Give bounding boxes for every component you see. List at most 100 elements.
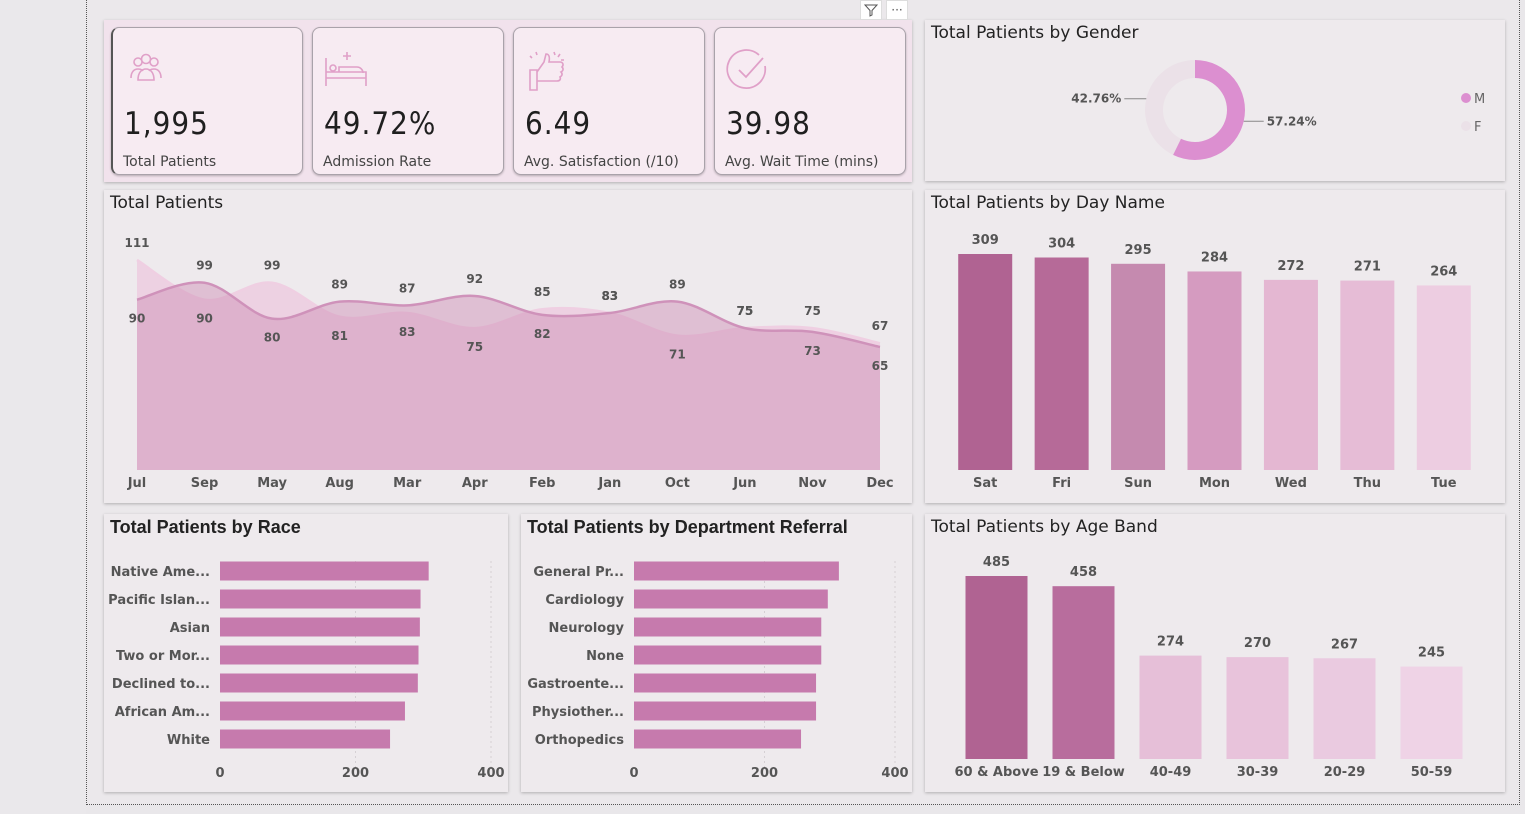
x-tick-label: Dec [866, 476, 893, 491]
bar [965, 576, 1028, 759]
bar [1111, 263, 1166, 470]
bar [634, 729, 802, 749]
y-tick-label: Neurology [549, 621, 625, 636]
y-tick-label: Declined to... [112, 677, 210, 692]
kpi-card-avg-wait-time[interactable]: 39.98 Avg. Wait Time (mins) [714, 27, 906, 175]
bar [634, 617, 822, 637]
data-label: 245 [1418, 646, 1445, 661]
data-label: 284 [1201, 250, 1228, 265]
thumbs-up-icon [529, 51, 564, 91]
gender-donut-panel[interactable]: Total Patients by Gender 57.24% 42.76% M F [925, 20, 1505, 181]
legend-marker [1461, 121, 1471, 131]
kpi-value: 1,995 [124, 106, 209, 142]
data-label: 270 [1244, 636, 1271, 651]
bar [1340, 280, 1395, 470]
gender-donut-chart: 57.24% 42.76% MF [1071, 60, 1485, 160]
kpi-label: Admission Rate [323, 154, 432, 170]
x-tick-label: Jun [732, 476, 756, 491]
data-label: 90 [129, 312, 146, 326]
y-tick-label: Physiother... [532, 705, 624, 720]
bar [220, 645, 419, 665]
x-tick-label: Jul [127, 476, 147, 491]
kpi-card-total-patients[interactable]: 1,995 Total Patients [111, 27, 303, 175]
day-name-panel[interactable]: Total Patients by Day Name 309 Sat 304 Fri 2… [925, 190, 1505, 503]
bar [634, 589, 828, 609]
data-label: 82 [534, 327, 551, 341]
department-panel[interactable]: Total Patients by Department Referral Ge… [521, 514, 912, 792]
x-tick-label: 200 [342, 766, 369, 781]
bar [1226, 657, 1289, 759]
y-tick-label: General Pr... [533, 565, 624, 580]
x-tick-label: Jan [597, 476, 621, 491]
hospital-bed-icon [325, 52, 367, 86]
data-label: 85 [534, 285, 551, 299]
data-label: 83 [601, 289, 618, 303]
chart-title: Total Patients by Department Referral [527, 517, 848, 537]
x-tick-label: 40-49 [1150, 765, 1192, 780]
filter-icon[interactable] [860, 0, 882, 20]
x-tick-label: Aug [325, 476, 354, 491]
data-label: 264 [1430, 264, 1457, 279]
y-tick-label: None [586, 649, 624, 664]
donut-slice-f [1145, 60, 1195, 155]
bar [220, 589, 421, 609]
left-gutter [0, 0, 86, 814]
donut-slice-m [1173, 60, 1245, 160]
bar [634, 673, 817, 693]
bar [634, 645, 822, 665]
kpi-label: Avg. Wait Time (mins) [725, 154, 879, 170]
data-label: 92 [466, 272, 483, 286]
y-tick-label: Cardiology [545, 593, 624, 608]
bar [1052, 586, 1115, 759]
legend-label: M [1474, 92, 1485, 107]
legend-label: F [1474, 120, 1481, 135]
day-name-bar-chart: 309 Sat 304 Fri 295 Sun 284 Mon 272 Wed 271 Thu 264 T… [958, 233, 1471, 491]
x-tick-label: 400 [881, 766, 908, 781]
kpi-card-admission-rate[interactable]: 49.72% Admission Rate [312, 27, 504, 175]
x-tick-label: 60 & Above [954, 765, 1038, 780]
bar [1187, 271, 1242, 470]
x-tick-label: Tue [1431, 476, 1457, 491]
x-tick-label: Nov [798, 476, 827, 491]
data-label: 81 [331, 329, 348, 343]
age-band-panel[interactable]: Total Patients by Age Band 485 60 & Above… [925, 514, 1505, 792]
data-label: 111 [124, 236, 149, 250]
bar [1139, 655, 1202, 759]
data-label: 272 [1277, 259, 1304, 274]
data-label: 75 [737, 304, 754, 318]
race-panel[interactable]: Total Patients by Race Native Ame... Paci… [104, 514, 508, 792]
data-label: 485 [983, 555, 1010, 570]
area-line-series-1 [136, 258, 881, 345]
bar [220, 561, 429, 581]
kpi-value: 6.49 [525, 106, 592, 142]
bar [220, 673, 418, 693]
bar [220, 701, 405, 721]
x-tick-label: 200 [751, 766, 778, 781]
data-label: 83 [399, 325, 416, 339]
x-tick-label: Sun [1124, 476, 1152, 491]
x-tick-label: Thu [1354, 476, 1381, 491]
x-tick-label: 20-29 [1324, 765, 1366, 780]
x-tick-label: 19 & Below [1042, 765, 1125, 780]
kpi-value: 49.72% [324, 106, 437, 142]
y-tick-label: African Am... [115, 705, 210, 720]
x-tick-label: Oct [665, 476, 690, 491]
chart-title: Total Patients by Gender [931, 23, 1139, 43]
x-tick-label: 0 [629, 766, 638, 781]
x-tick-label: 50-59 [1411, 765, 1453, 780]
kpi-card-avg-satisfaction[interactable]: 6.49 Avg. Satisfaction (/10) [513, 27, 705, 175]
x-tick-label: May [257, 476, 287, 491]
data-label: 309 [972, 233, 999, 248]
x-tick-label: Wed [1275, 476, 1307, 491]
age-band-bar-chart: 485 60 & Above 458 19 & Below 274 40-49 270 30-… [954, 555, 1463, 780]
x-tick-label: Fri [1052, 476, 1071, 491]
bar [1034, 257, 1089, 470]
data-label: 65 [872, 359, 889, 373]
data-label: 90 [196, 312, 213, 326]
y-tick-label: Asian [170, 621, 210, 636]
chart-title: Total Patients by Race [110, 517, 301, 537]
more-options-button[interactable]: ··· [886, 0, 908, 20]
total-patients-area-panel[interactable]: Total Patients 111 90 99 81 83 75 85 83 71 75 75 67… [104, 190, 912, 503]
people-icon [130, 53, 162, 81]
data-label: 75 [466, 340, 483, 354]
